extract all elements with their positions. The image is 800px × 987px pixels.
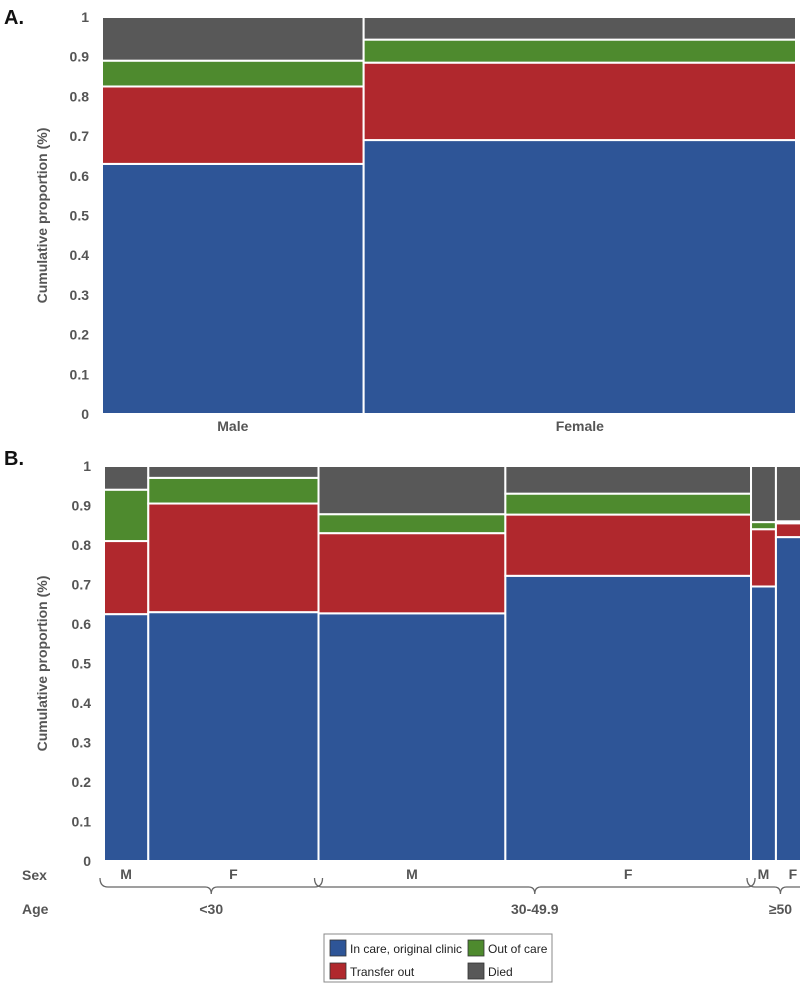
- age-group-label: <30: [199, 901, 223, 917]
- legend-swatch-transfer-out: [329, 962, 347, 980]
- segment-out-of-care: [750, 521, 777, 531]
- sex-label: M: [758, 866, 770, 882]
- legend-label-died: Died: [488, 965, 513, 979]
- segment-out-of-care: [362, 38, 797, 64]
- segment-transfer-out: [750, 528, 777, 588]
- y-tick-label: 0.3: [70, 287, 90, 303]
- x-category-label: Male: [217, 418, 248, 434]
- y-tick-label: 0.3: [72, 735, 92, 751]
- legend-box: [323, 933, 553, 983]
- legend-label-out-of-care: Out of care: [488, 942, 548, 956]
- segment-transfer-out: [362, 61, 797, 142]
- age-group-label: 30-49.9: [511, 901, 559, 917]
- legend: In care, original clinic Transfer out Out …: [323, 933, 553, 983]
- segment-died: [774, 465, 800, 523]
- legend-label-transfer-out: Transfer out: [350, 965, 415, 979]
- segment-in-care: [750, 585, 777, 862]
- segment-out-of-care: [147, 476, 320, 505]
- age-group-label: ≥50: [769, 901, 792, 917]
- segment-died: [147, 465, 320, 479]
- age-bracket: [313, 877, 756, 895]
- y-tick-label: 1: [83, 458, 91, 474]
- segment-in-care: [147, 611, 320, 863]
- segment-transfer-out: [101, 85, 365, 165]
- segment-out-of-care: [317, 513, 507, 535]
- age-bracket: [746, 877, 800, 895]
- sex-label: M: [120, 866, 132, 882]
- segment-in-care: [774, 536, 800, 862]
- y-tick-label: 0.6: [70, 168, 90, 184]
- y-tick-label: 0.7: [70, 128, 90, 144]
- y-tick-label: 0.1: [70, 366, 90, 382]
- segment-in-care: [317, 612, 507, 863]
- panel-a: A. 0 0.1 0.2 0.3 0.4 0.5 0.6 0.7 0.8 0.9 1 Cumulativ…: [4, 7, 797, 434]
- y-tick-label: 0.9: [72, 498, 92, 514]
- legend-swatch-in-care: [329, 939, 347, 957]
- sex-label: F: [229, 866, 238, 882]
- sex-label: M: [406, 866, 418, 882]
- segment-transfer-out: [504, 513, 753, 577]
- segment-died: [317, 465, 507, 516]
- segment-transfer-out: [147, 502, 320, 614]
- segment-died: [362, 16, 797, 41]
- y-tick-label: 0.8: [72, 537, 92, 553]
- segment-died: [504, 465, 753, 495]
- y-tick-label: 0.8: [70, 88, 90, 104]
- y-tick-label: 0.2: [70, 327, 90, 343]
- segment-in-care: [103, 613, 150, 862]
- y-tick-label: 0.2: [72, 774, 92, 790]
- segment-out-of-care: [504, 492, 753, 516]
- segment-out-of-care: [101, 59, 365, 88]
- y-tick-label: 0.9: [70, 49, 90, 65]
- y-tick-label: 0.5: [70, 208, 90, 224]
- y-tick-label: 0: [83, 853, 91, 869]
- segment-in-care: [101, 162, 365, 415]
- legend-swatch-died: [467, 962, 485, 980]
- age-bracket: [99, 877, 324, 895]
- y-tick-label: 0.6: [72, 616, 92, 632]
- panel-label: A.: [4, 7, 24, 29]
- y-tick-label: 0.5: [72, 656, 92, 672]
- segment-out-of-care: [103, 488, 150, 543]
- y-tick-label: 0.4: [72, 695, 92, 711]
- y-tick-label: 0: [81, 406, 89, 422]
- sex-row-label: Sex: [22, 867, 47, 883]
- x-category-label: Female: [556, 418, 604, 434]
- segment-died: [103, 465, 150, 491]
- y-tick-label: 0.1: [72, 814, 92, 830]
- sex-label: F: [624, 866, 633, 882]
- segment-in-care: [362, 139, 797, 415]
- y-axis-label: Cumulative proportion (%): [34, 128, 50, 304]
- y-tick-label: 0.4: [70, 247, 90, 263]
- segment-in-care: [504, 574, 753, 862]
- segment-died: [101, 16, 365, 62]
- legend-label-in-care: In care, original clinic: [350, 942, 462, 956]
- segment-transfer-out: [317, 532, 507, 615]
- age-row-label: Age: [22, 901, 49, 917]
- sex-label: F: [789, 866, 798, 882]
- panel-b: B. 0 0.1 0.2 0.3 0.4 0.5 0.6 0.7 0.8 0.9 1 Cumulativ…: [4, 448, 800, 917]
- panel-label: B.: [4, 448, 24, 470]
- y-axis-label: Cumulative proportion (%): [34, 576, 50, 752]
- segment-died: [750, 465, 777, 524]
- legend-swatch-out-of-care: [467, 939, 485, 957]
- segment-transfer-out: [103, 540, 150, 616]
- y-tick-label: 1: [81, 9, 89, 25]
- y-tick-label: 0.7: [72, 577, 92, 593]
- segment-transfer-out: [774, 522, 800, 539]
